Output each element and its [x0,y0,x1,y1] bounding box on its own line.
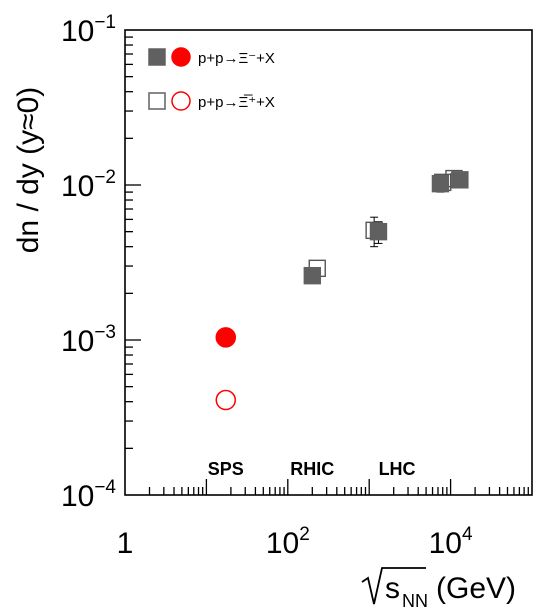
x-axis-subscript: NN [402,591,428,611]
y-tick-label: 10−1 [61,12,116,48]
x-tick-label: 104 [429,524,473,560]
region-label-sps: SPS [208,459,244,479]
data-point-filled-square [369,222,388,241]
data-point-filled-square [431,174,450,193]
axis-tick-labels: 1 102 104 10−1 10−2 10−3 10−4 [61,12,473,560]
data-point-filled-circle [215,327,237,348]
legend-open-square-marker [148,92,166,110]
legend: p+p→Ξ⁻+X p+p→Ξ̅⁺+X [148,47,275,111]
legend-open-circle-marker [171,91,191,111]
data-point-filled-square [303,266,322,285]
sqrt-symbol [361,567,426,605]
x-axis-title: s NN (GeV) [361,567,516,611]
region-label-lhc: LHC [379,459,416,479]
x-axis-unit: (GeV) [436,572,516,605]
y-tick-label: 10−4 [61,477,116,513]
legend-filled-square-marker [148,48,166,66]
axis-ticks [125,36,529,495]
legend-entry-xi-minus: p+p→Ξ⁻+X [198,50,275,67]
region-labels: SPS RHIC LHC [208,459,416,479]
x-tick-label: 1 [117,527,134,560]
region-label-rhic: RHIC [290,459,334,479]
data-point-filled-square [451,171,469,189]
legend-filled-circle-marker [171,47,191,67]
x-axis-symbol: s [385,572,400,605]
y-tick-label: 10−3 [61,322,116,358]
y-axis-title: dn / dy (y≈0) [12,87,45,254]
legend-entry-anti-xi-plus: p+p→Ξ̅⁺+X [198,94,275,111]
data-point-open-circle [215,389,237,411]
x-tick-label: 102 [266,524,310,560]
y-tick-label: 10−2 [61,167,116,203]
plot-frame [124,29,533,496]
data-points [215,169,469,411]
